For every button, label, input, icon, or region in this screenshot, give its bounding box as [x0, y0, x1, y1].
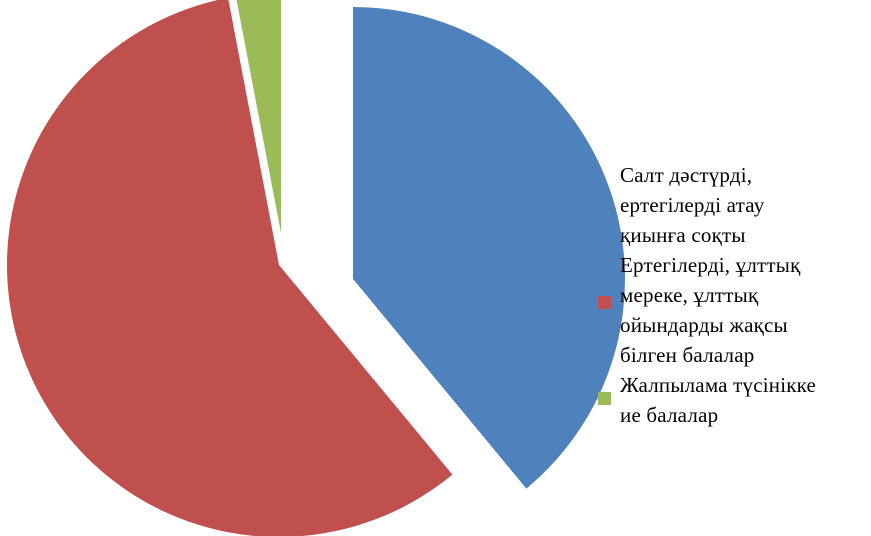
legend-item: Салт дәстүрді, ертегілерді атау қиынға соқ… — [598, 160, 868, 250]
legend-item: Ертегілерді, ұлттық мереке, ұлттық ойындар… — [598, 250, 868, 370]
legend-label-line: Салт дәстүрді, — [620, 163, 753, 187]
legend-label-line: ие балалар — [620, 403, 719, 427]
legend-label-line: Ертегілерді, ұлттық — [620, 253, 801, 277]
legend-label-line: ойындарды жақсы — [620, 313, 788, 337]
legend-swatch — [598, 296, 611, 309]
legend-label-line: білген балалар — [620, 343, 755, 367]
pie-slice-blue — [353, 6, 626, 489]
legend-swatch — [598, 198, 611, 211]
pie-slice-red — [7, 0, 453, 536]
legend-label-line: Жалпылама түсінікке — [620, 373, 817, 397]
legend-label-line: ертегілерді атау — [620, 193, 765, 217]
chart-legend: Салт дәстүрді, ертегілерді атау қиынға соқ… — [598, 160, 868, 430]
legend-label-line: мереке, ұлттық — [620, 283, 759, 307]
legend-item: Жалпылама түсінікке ие балалар — [598, 370, 868, 430]
legend-label-line: қиынға соқты — [620, 223, 746, 247]
pie-slice-green — [236, 0, 281, 233]
legend-swatch — [598, 392, 611, 405]
